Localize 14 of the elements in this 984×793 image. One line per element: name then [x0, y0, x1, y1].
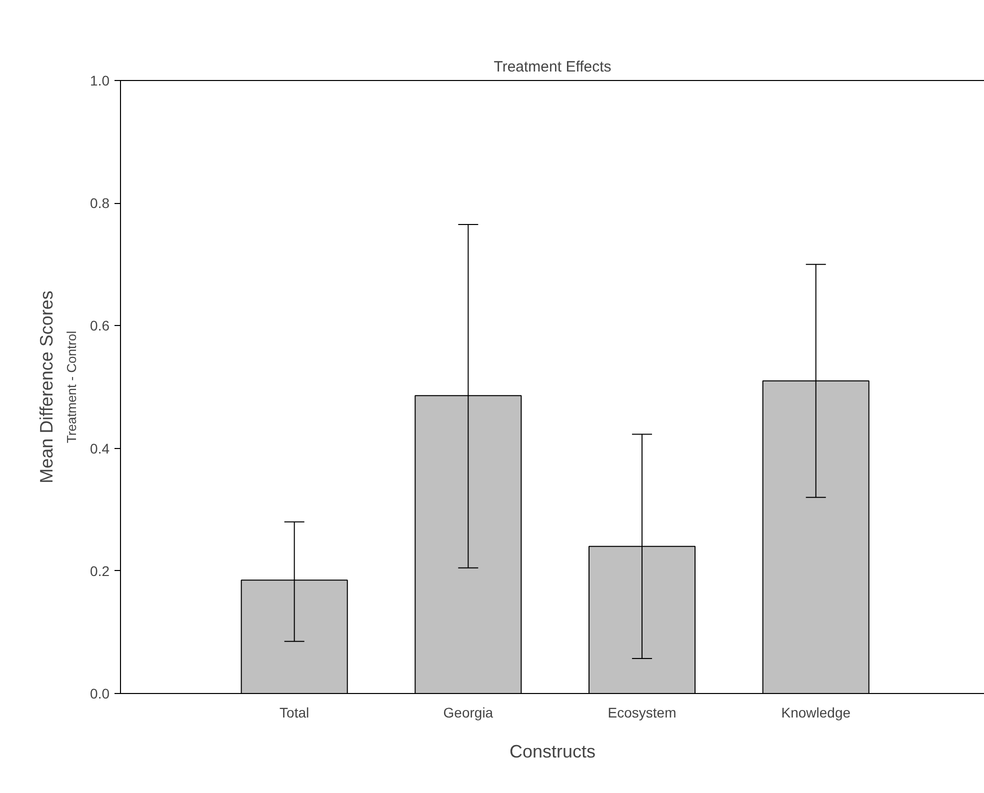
y-tick-label: 1.0 [90, 72, 110, 88]
y-axis-title: Mean Difference Scores [36, 290, 56, 484]
y-tick-label: 0.0 [90, 686, 110, 702]
y-tick-label: 0.4 [90, 440, 110, 456]
x-axis-title: Constructs [509, 742, 596, 762]
y-tick-label: 0.8 [90, 195, 110, 212]
x-tick-label: Total [280, 704, 310, 720]
text: Treatment - Control [64, 330, 80, 444]
x-tick-label: Georgia [443, 704, 494, 720]
y-tick-label: 0.6 [90, 318, 110, 334]
y-tick-label: 0.2 [90, 562, 110, 579]
chart-title: Treatment Effects [494, 58, 612, 76]
x-tick-label: Ecosystem [608, 704, 676, 720]
x-tick-label: Knowledge [781, 704, 851, 720]
